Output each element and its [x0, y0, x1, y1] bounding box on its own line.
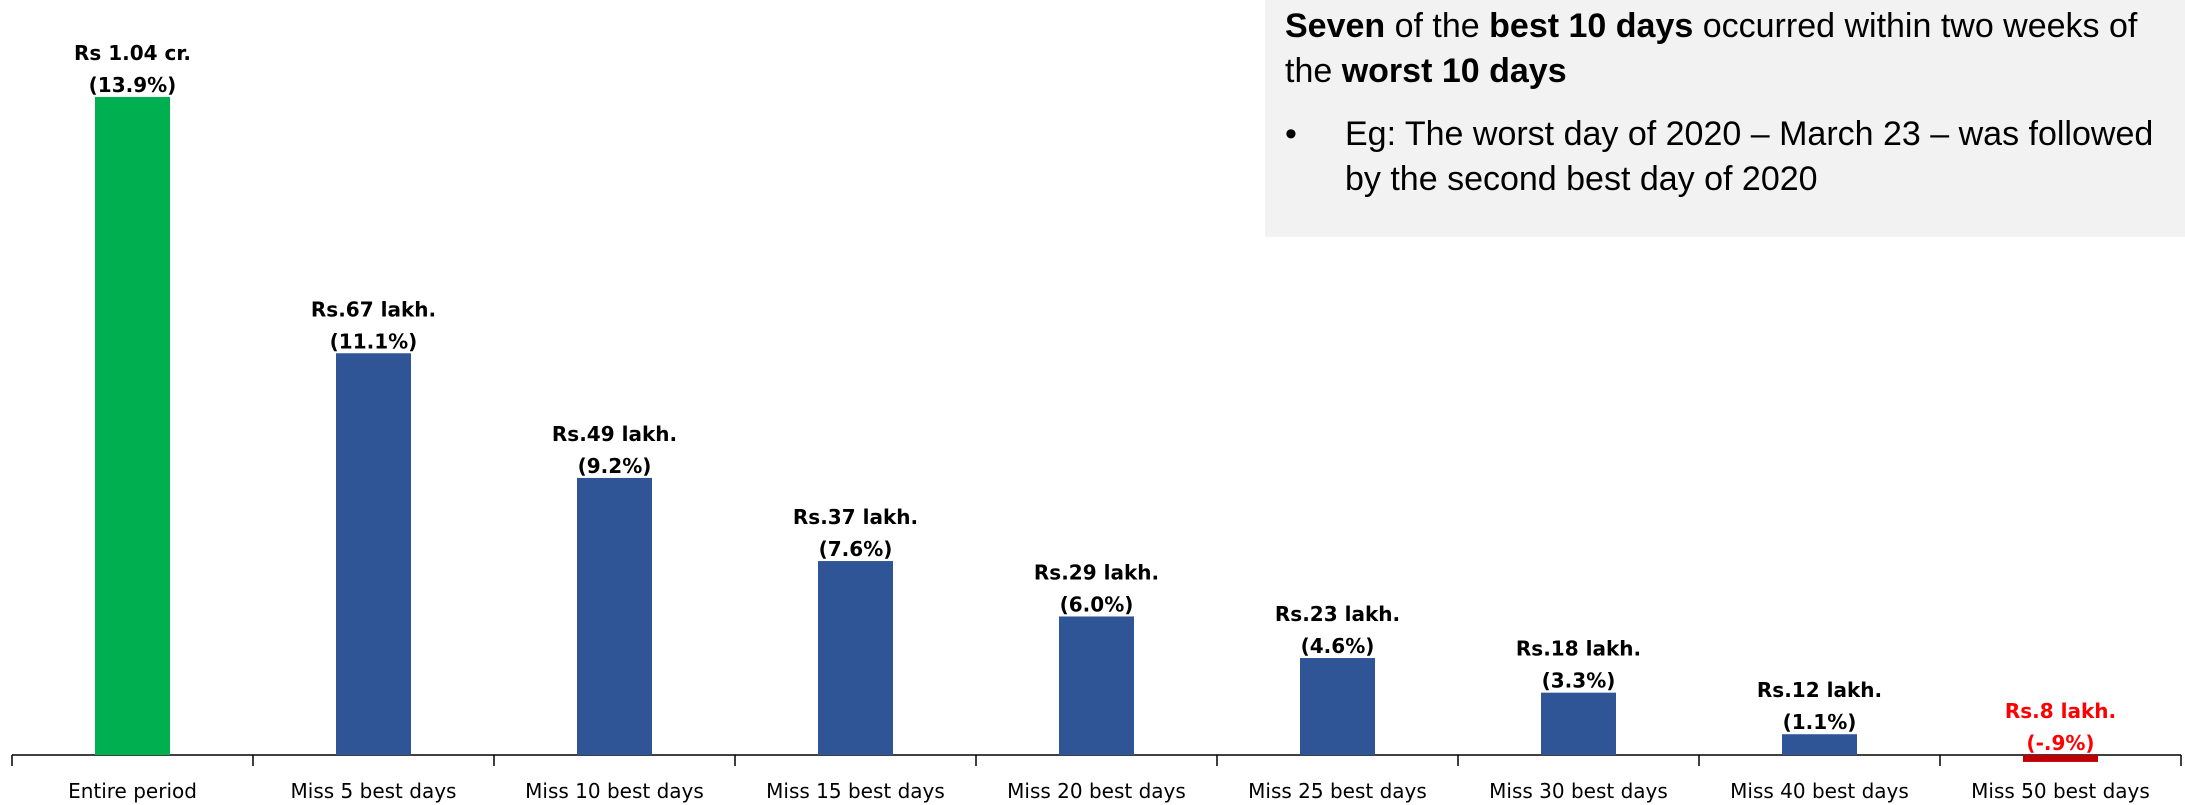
value-label: Rs.49 lakh.	[552, 422, 677, 446]
return-label: (7.6%)	[819, 537, 893, 561]
x-tick-label: Miss 30 best days	[1489, 779, 1668, 803]
bar	[95, 96, 170, 756]
return-label: (4.6%)	[1301, 634, 1375, 658]
bar	[818, 561, 893, 755]
x-tick-label: Miss 5 best days	[291, 779, 457, 803]
bar	[1300, 658, 1375, 755]
value-label: Rs.29 lakh.	[1034, 560, 1159, 584]
bar	[1059, 616, 1134, 755]
value-label: Rs 1.04 cr.	[74, 41, 191, 65]
return-label: (3.3%)	[1542, 669, 1616, 693]
bar	[1782, 734, 1857, 755]
value-label: Rs.8 lakh.	[2005, 699, 2116, 723]
bar	[577, 477, 652, 755]
heading-run: Seven	[1285, 7, 1386, 45]
heading-run: of the	[1385, 7, 1490, 45]
return-label: (1.1%)	[1783, 710, 1857, 734]
return-label: (11.1%)	[330, 329, 418, 353]
value-label: Rs.37 lakh.	[793, 505, 918, 529]
bullet-dot: •	[1285, 115, 1297, 153]
value-label: Rs.18 lakh.	[1516, 637, 1641, 661]
x-tick-label: Miss 10 best days	[525, 779, 704, 803]
annotation-heading: Seven of the best 10 days occurred withi…	[1285, 4, 2165, 94]
bar	[1541, 692, 1616, 755]
return-label: (-.9%)	[2026, 731, 2094, 755]
return-label: (9.2%)	[578, 454, 652, 478]
value-label: Rs.67 lakh.	[311, 297, 436, 321]
x-tick-label: Miss 25 best days	[1248, 779, 1427, 803]
x-tick-label: Entire period	[68, 779, 197, 803]
x-tick-label: Miss 15 best days	[766, 779, 945, 803]
heading-run: best 10 days	[1489, 7, 1694, 45]
bullet-text: Eg: The worst day of 2020 – March 23 – w…	[1345, 115, 2154, 198]
x-tick-label: Miss 50 best days	[1971, 779, 2150, 803]
bar	[2023, 755, 2098, 762]
value-label: Rs.12 lakh.	[1757, 678, 1882, 702]
x-tick-label: Miss 20 best days	[1007, 779, 1186, 803]
heading-run: worst 10 days	[1341, 52, 1567, 90]
annotation-bullet: • Eg: The worst day of 2020 – March 23 – …	[1285, 112, 2165, 202]
return-label: (13.9%)	[89, 73, 177, 97]
value-label: Rs.23 lakh.	[1275, 602, 1400, 626]
bar	[336, 353, 411, 755]
x-tick-label: Miss 40 best days	[1730, 779, 1909, 803]
return-label: (6.0%)	[1060, 592, 1134, 616]
heading-run: occurred within two weeks of the	[1285, 7, 2138, 90]
annotation-box: Seven of the best 10 days occurred withi…	[1265, 0, 2185, 237]
